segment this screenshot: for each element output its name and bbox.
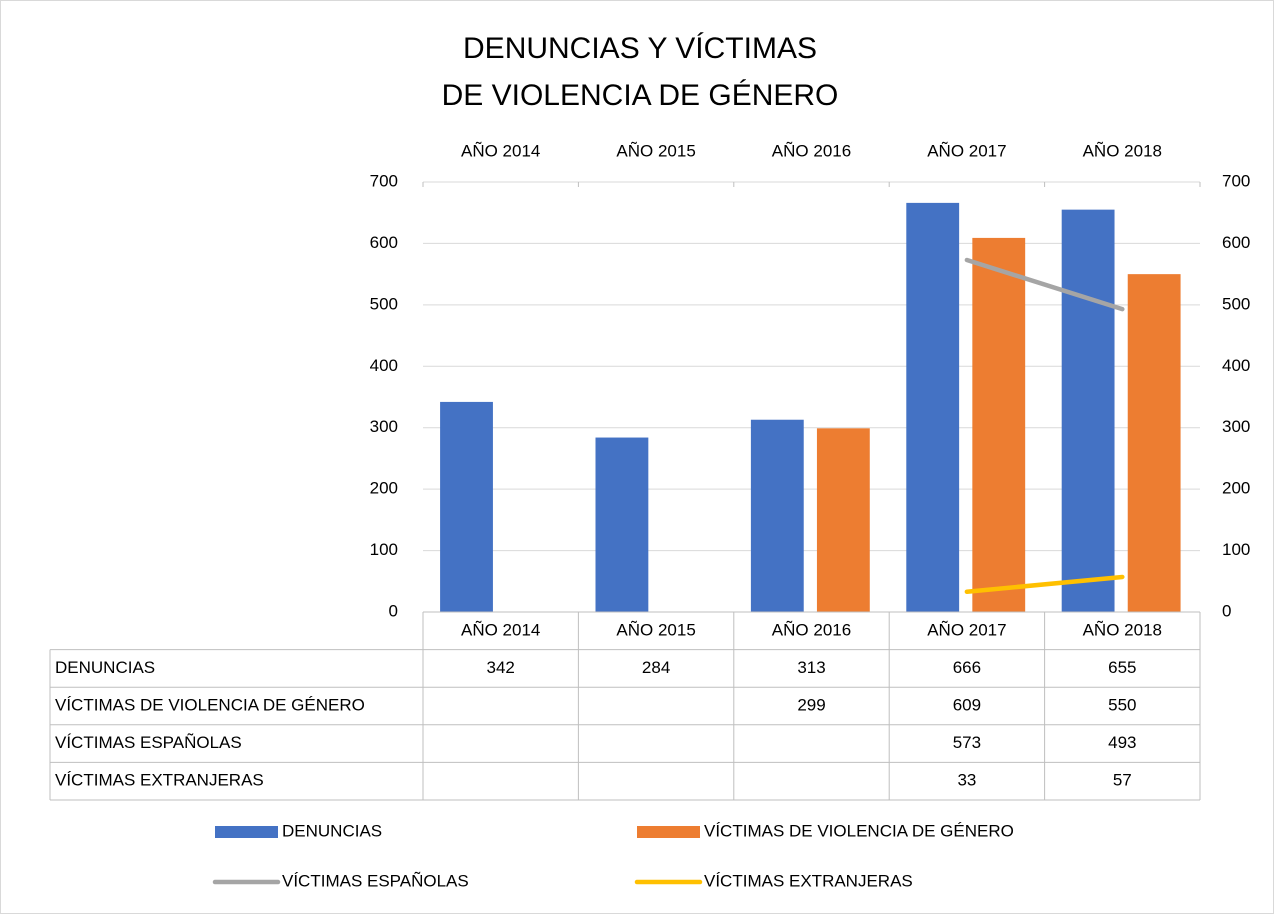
table-cell: 33 (957, 771, 976, 790)
bar (1127, 274, 1181, 612)
y2-tick-label: 400 (1222, 356, 1250, 375)
y-tick-label: 500 (370, 294, 398, 313)
table-header: AÑO 2017 (927, 620, 1006, 639)
bar (972, 237, 1026, 612)
y-tick-label: 0 (389, 601, 398, 620)
y2-tick-label: 600 (1222, 233, 1250, 252)
legend-swatch (215, 826, 278, 838)
bar (906, 202, 960, 612)
bar (440, 401, 493, 612)
table-row-label: VÍCTIMAS EXTRANJERAS (55, 771, 264, 790)
table-cell: 284 (642, 658, 670, 677)
x-tick-label: AÑO 2016 (772, 141, 851, 160)
table-row-label: VÍCTIMAS ESPAÑOLAS (55, 733, 242, 752)
line-series (964, 257, 1125, 312)
table-cell: 299 (797, 695, 825, 714)
table-cell: 57 (1113, 771, 1132, 790)
x-tick-label: AÑO 2018 (1083, 141, 1162, 160)
bar (750, 419, 804, 612)
table-cell: 493 (1108, 733, 1136, 752)
legend-swatch (637, 826, 700, 838)
y2-tick-label: 100 (1222, 540, 1250, 559)
y-tick-label: 300 (370, 417, 398, 436)
y2-tick-label: 0 (1222, 601, 1231, 620)
legend-label: VÍCTIMAS EXTRANJERAS (704, 871, 913, 890)
legend-label: VÍCTIMAS DE VIOLENCIA DE GÉNERO (704, 821, 1014, 840)
table-cell: 609 (953, 695, 981, 714)
bar (1061, 209, 1115, 612)
line-series (964, 574, 1125, 594)
x-tick-label: AÑO 2017 (927, 141, 1006, 160)
table-cell: 550 (1108, 695, 1136, 714)
table-row-label: VÍCTIMAS DE VIOLENCIA DE GÉNERO (55, 695, 365, 714)
x-tick-label: AÑO 2015 (616, 141, 695, 160)
table-cell: 573 (953, 733, 981, 752)
y2-tick-label: 500 (1222, 294, 1250, 313)
table-cell: 342 (487, 658, 515, 677)
bar (816, 428, 870, 612)
table-cell: 655 (1108, 658, 1136, 677)
legend-label: DENUNCIAS (282, 821, 382, 840)
y2-tick-label: 700 (1222, 171, 1250, 190)
chart-title: DE VIOLENCIA DE GÉNERO (442, 79, 839, 112)
table-header: AÑO 2014 (461, 620, 540, 639)
table-header: AÑO 2018 (1083, 620, 1162, 639)
y-tick-label: 400 (370, 356, 398, 375)
y-tick-label: 700 (370, 171, 398, 190)
y2-tick-label: 300 (1222, 417, 1250, 436)
table-cell: 666 (953, 658, 981, 677)
table-row-label: DENUNCIAS (55, 658, 155, 677)
bar (595, 437, 649, 612)
table-header: AÑO 2015 (616, 620, 695, 639)
table-cell: 313 (797, 658, 825, 677)
x-tick-label: AÑO 2014 (461, 141, 540, 160)
legend-label: VÍCTIMAS ESPAÑOLAS (282, 871, 469, 890)
y-tick-label: 100 (370, 540, 398, 559)
y-tick-label: 200 (370, 479, 398, 498)
chart-title: DENUNCIAS Y VÍCTIMAS (463, 32, 817, 65)
table-header: AÑO 2016 (772, 620, 851, 639)
y2-tick-label: 200 (1222, 479, 1250, 498)
y-tick-label: 600 (370, 233, 398, 252)
